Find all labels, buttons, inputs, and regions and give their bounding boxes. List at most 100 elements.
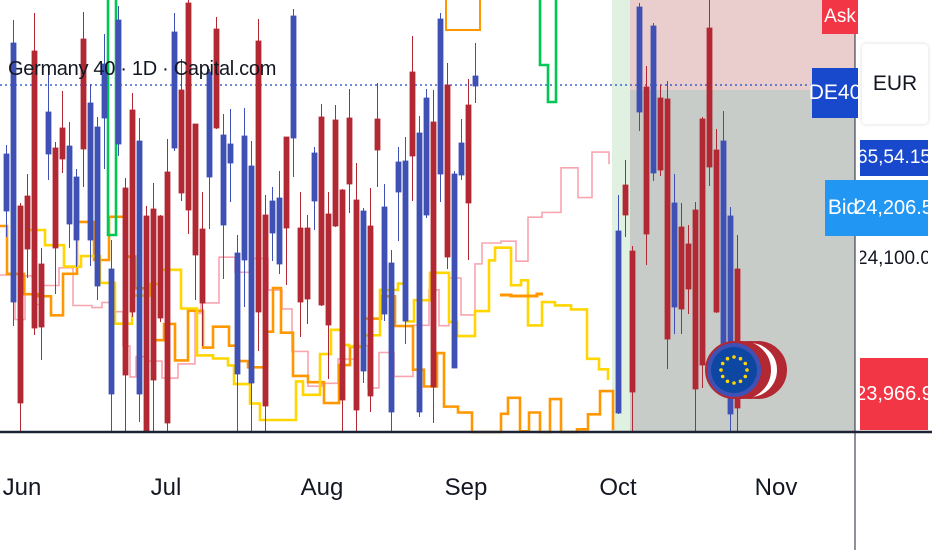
candle-body <box>720 140 727 363</box>
candle-body <box>262 214 269 407</box>
candle-body <box>360 210 367 372</box>
candle-body <box>374 118 381 151</box>
coin-star <box>738 356 743 361</box>
step-line-green-2 <box>538 0 558 104</box>
candle-body <box>157 215 164 319</box>
candle-body <box>388 262 395 413</box>
candle-body <box>643 86 650 235</box>
candle-body <box>178 89 185 194</box>
month-label-aug: Aug <box>300 474 344 501</box>
candle-body <box>657 97 664 171</box>
coin-star <box>745 368 749 372</box>
candle-body <box>402 160 409 322</box>
candle-body <box>94 126 101 287</box>
candle-body <box>346 117 353 185</box>
coin-star <box>720 361 725 366</box>
candle-body <box>276 197 283 265</box>
candle-body <box>45 111 52 155</box>
candle-body <box>171 31 178 149</box>
candle-body <box>115 19 122 145</box>
candle-body <box>87 102 94 241</box>
currency-selector[interactable]: EUR <box>862 44 928 124</box>
month-label-sep: Sep <box>444 474 488 501</box>
candle-body <box>423 97 430 216</box>
step-line-orange-flat <box>500 292 543 298</box>
candle-body <box>297 227 304 303</box>
coin-star <box>720 374 725 379</box>
candle-body <box>339 189 346 401</box>
candle-body <box>220 134 227 226</box>
month-label-nov: Nov <box>754 474 798 501</box>
candle-body <box>283 136 290 229</box>
symbol-title: Germany 40 · 1D · Capital.com <box>8 58 277 80</box>
candle-body <box>615 230 622 414</box>
candle-body <box>10 42 17 303</box>
candle-body <box>311 152 318 202</box>
candle-body <box>24 195 31 250</box>
candle-body <box>332 119 339 227</box>
month-label-oct: Oct <box>599 474 637 501</box>
candle-body <box>269 200 276 234</box>
candle-body <box>206 71 213 178</box>
month-label-jul: Jul <box>150 474 182 501</box>
candle-body <box>80 38 87 150</box>
candle-body <box>416 132 423 413</box>
candle-body <box>444 84 451 258</box>
candle-body <box>381 206 388 315</box>
candle-body <box>664 98 671 340</box>
coin-star <box>725 356 730 361</box>
price-label-level: 24,100.0 <box>860 248 928 269</box>
candle-body <box>437 18 444 175</box>
candle-body <box>671 202 678 308</box>
candle-body <box>430 121 437 388</box>
candle-body <box>458 142 465 176</box>
candle-body <box>122 187 129 376</box>
candle-body <box>395 161 402 193</box>
step-line-green-1 <box>106 0 118 237</box>
coin-star <box>738 379 743 384</box>
coin-star <box>743 361 748 366</box>
step-line-yellow <box>30 228 610 422</box>
candle-body <box>367 225 374 397</box>
candle-body <box>164 171 171 424</box>
candle-body <box>73 176 80 241</box>
coin-star <box>725 379 730 384</box>
candle-body <box>353 199 360 411</box>
candle-body <box>234 252 241 375</box>
coin-face <box>711 347 757 393</box>
coin-star <box>719 368 723 372</box>
coin-star <box>732 381 736 385</box>
candle-body <box>3 153 10 212</box>
candle-body <box>685 243 692 290</box>
candle-body <box>108 268 115 395</box>
price-label-bid: 24,206.5 <box>855 180 932 236</box>
candle-body <box>304 227 311 300</box>
eu-flag-coin-icon <box>705 341 787 399</box>
candle-body <box>290 15 297 139</box>
ticker-tag: DE40 <box>809 68 861 118</box>
price-label-last: 23,966.9 <box>855 358 932 430</box>
candle-body <box>318 116 325 306</box>
candle-body <box>699 118 706 366</box>
candle-body <box>255 40 262 313</box>
candle-body <box>325 213 332 326</box>
candle-body <box>241 135 248 261</box>
candle-body <box>185 2 192 211</box>
candle-body <box>59 127 66 160</box>
candle-body <box>727 215 734 415</box>
candle-body <box>734 268 741 409</box>
candle-body <box>692 209 699 390</box>
candle-body <box>66 145 73 225</box>
candle-body <box>227 143 234 164</box>
candle-body <box>629 250 636 393</box>
ask-tag: Ask <box>822 0 858 34</box>
candle-body <box>129 109 136 313</box>
coin-star <box>743 374 748 379</box>
candle-body <box>713 149 720 313</box>
candle-body <box>409 71 416 157</box>
bid-tag: Bid <box>825 180 861 236</box>
step-line-orange-top <box>445 0 481 31</box>
candle-body <box>31 50 38 329</box>
